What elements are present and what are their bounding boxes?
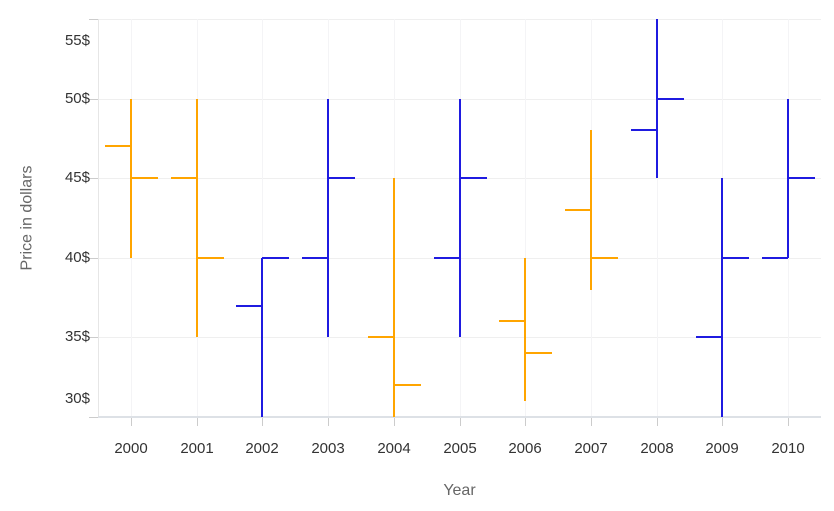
y-tick-label: 55$ bbox=[64, 32, 90, 49]
y-tick-label: 30$ bbox=[64, 390, 90, 407]
bar-open-tick bbox=[499, 320, 525, 323]
x-tick-label: 2006 bbox=[508, 440, 542, 457]
bar-open-tick bbox=[236, 304, 262, 307]
x-tick-label: 2003 bbox=[311, 440, 345, 457]
x-axis-line bbox=[98, 416, 821, 418]
x-tick-mark bbox=[525, 417, 526, 426]
bar-open-tick bbox=[368, 336, 394, 339]
h-gridline bbox=[98, 337, 821, 338]
y-tick-label: 40$ bbox=[64, 249, 90, 266]
bar-open-tick bbox=[631, 129, 657, 132]
bar-close-tick bbox=[197, 256, 224, 259]
x-tick-mark bbox=[131, 417, 132, 426]
x-tick-mark bbox=[394, 417, 395, 426]
x-tick-label: 2005 bbox=[443, 440, 477, 457]
bar-stem bbox=[590, 130, 592, 290]
y-tick-mark bbox=[89, 258, 98, 259]
y-tick-mark bbox=[89, 178, 98, 179]
x-tick-label: 2007 bbox=[574, 440, 608, 457]
y-tick-label: 35$ bbox=[64, 328, 90, 345]
y-axis-line bbox=[98, 19, 99, 417]
bar-open-tick bbox=[434, 256, 460, 259]
v-gridline bbox=[262, 19, 263, 417]
bar-close-tick bbox=[722, 256, 749, 259]
v-gridline bbox=[525, 19, 526, 417]
x-tick-mark bbox=[328, 417, 329, 426]
bar-close-tick bbox=[525, 352, 552, 355]
x-tick-label: 2000 bbox=[114, 440, 148, 457]
bar-stem bbox=[524, 257, 526, 402]
y-tick-label: 45$ bbox=[64, 169, 90, 186]
y-axis-title: Price in dollars bbox=[18, 165, 36, 271]
x-tick-label: 2009 bbox=[705, 440, 739, 457]
bar-close-tick bbox=[394, 384, 421, 387]
bar-stem bbox=[721, 178, 723, 417]
bar-open-tick bbox=[171, 177, 197, 180]
y-tick-mark bbox=[89, 417, 98, 418]
x-axis-title: Year bbox=[443, 482, 476, 499]
bar-close-tick bbox=[262, 256, 289, 259]
bar-close-tick bbox=[131, 177, 158, 180]
bar-open-tick bbox=[696, 336, 722, 339]
x-tick-mark bbox=[657, 417, 658, 426]
bar-stem bbox=[327, 98, 329, 338]
bar-open-tick bbox=[565, 209, 591, 212]
bar-open-tick bbox=[302, 256, 328, 259]
bar-close-tick bbox=[328, 177, 355, 180]
y-tick-mark bbox=[89, 337, 98, 338]
y-tick-mark bbox=[89, 99, 98, 100]
x-tick-mark bbox=[460, 417, 461, 426]
bar-open-tick bbox=[762, 256, 788, 259]
y-tick-mark bbox=[89, 19, 98, 20]
x-tick-mark bbox=[262, 417, 263, 426]
v-gridline bbox=[657, 19, 658, 417]
bar-close-tick bbox=[788, 177, 815, 180]
h-gridline bbox=[98, 19, 821, 20]
x-tick-label: 2008 bbox=[640, 440, 674, 457]
x-tick-mark bbox=[788, 417, 789, 426]
y-tick-label: 50$ bbox=[64, 90, 90, 107]
x-tick-mark bbox=[197, 417, 198, 426]
x-tick-mark bbox=[591, 417, 592, 426]
x-tick-label: 2010 bbox=[771, 440, 805, 457]
bar-close-tick bbox=[657, 97, 684, 100]
bar-close-tick bbox=[591, 256, 618, 259]
x-tick-label: 2001 bbox=[180, 440, 214, 457]
x-tick-label: 2002 bbox=[245, 440, 279, 457]
bar-stem bbox=[196, 98, 198, 338]
bar-stem bbox=[393, 178, 395, 417]
bar-open-tick bbox=[105, 145, 131, 148]
bar-stem bbox=[459, 98, 461, 338]
bar-stem bbox=[261, 257, 263, 417]
x-tick-mark bbox=[722, 417, 723, 426]
bar-close-tick bbox=[460, 177, 487, 180]
x-tick-label: 2004 bbox=[377, 440, 411, 457]
